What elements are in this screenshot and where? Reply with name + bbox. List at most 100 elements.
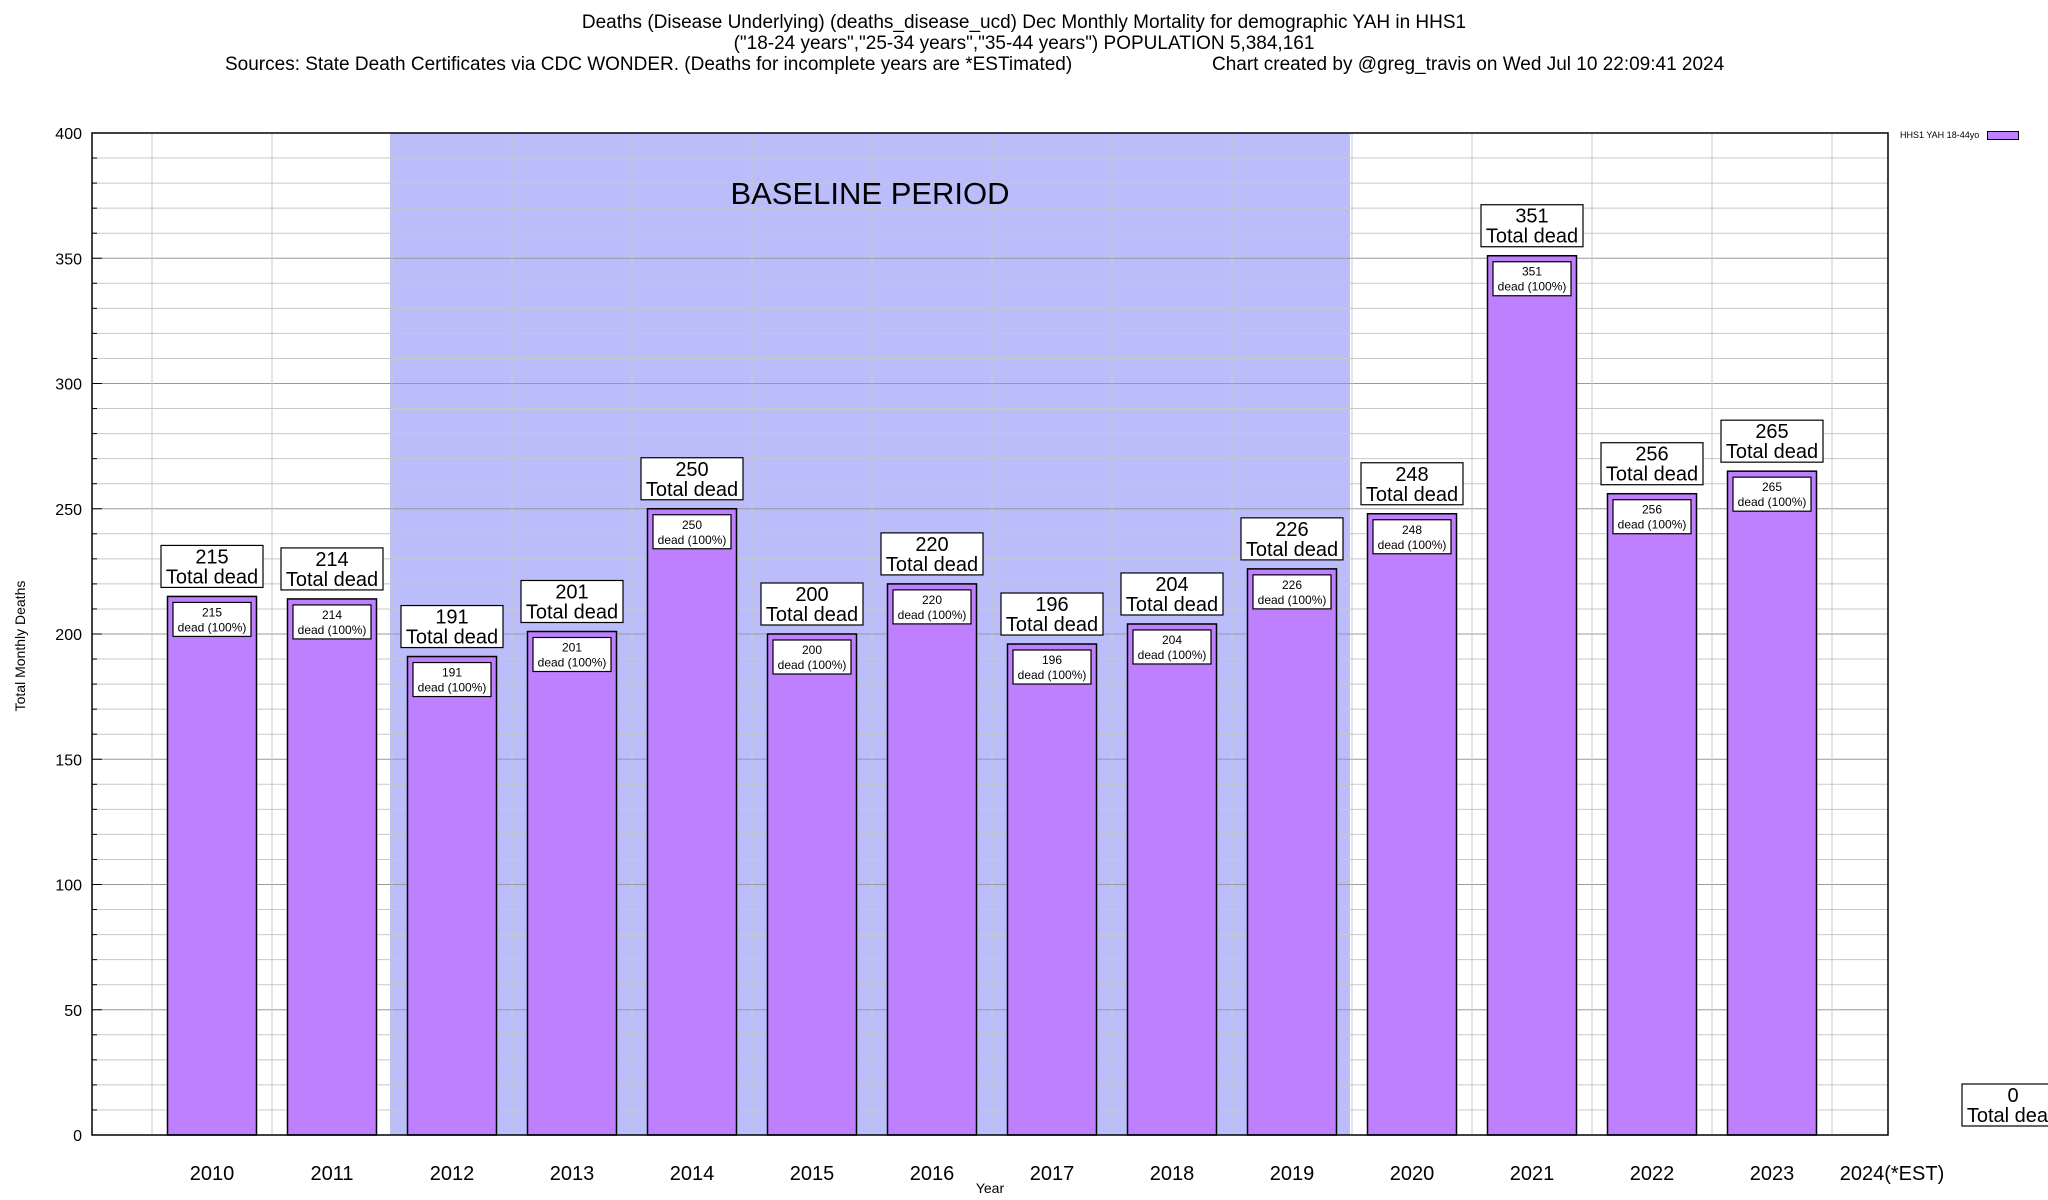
- inner-percent-label: dead (100%): [178, 620, 247, 634]
- total-label-box: [1240, 517, 1344, 561]
- inner-percent-label: dead (100%): [778, 658, 847, 672]
- inner-percent-label: dead (100%): [298, 623, 367, 637]
- total-label-box: [280, 547, 384, 591]
- total-dead-label: Total dead: [406, 627, 498, 649]
- inner-percent-label: dead (100%): [1738, 495, 1807, 509]
- inner-label-box: [892, 589, 972, 625]
- x-axis-label: Year: [975, 1180, 1005, 1196]
- inner-percent-label: dead (100%): [538, 655, 607, 669]
- inner-value-label: 256: [1642, 503, 1662, 517]
- total-dead-label: Total dead: [766, 604, 858, 626]
- total-label-box: [1480, 204, 1584, 248]
- total-value-label: 204: [1155, 574, 1188, 596]
- total-value-label: 214: [315, 549, 348, 571]
- inner-value-label: 196: [1042, 653, 1062, 667]
- x-tick-label: 2015: [790, 1163, 835, 1185]
- x-tick-label: 2024(*EST): [1840, 1163, 1945, 1185]
- total-value-label: 200: [795, 584, 828, 606]
- total-label-box: [520, 579, 624, 624]
- inner-value-label: 191: [442, 666, 462, 680]
- y-tick-label: 150: [55, 752, 82, 769]
- total-label-box: [400, 604, 504, 649]
- inner-value-label: 220: [922, 593, 942, 607]
- total-dead-label: Total dead: [1006, 614, 1098, 636]
- total-value-label: 201: [555, 581, 588, 603]
- bar: [286, 598, 378, 1136]
- inner-value-label: 351: [1522, 265, 1542, 279]
- total-value-label: 220: [915, 534, 948, 556]
- total-label-box: [1720, 419, 1824, 463]
- x-tick-label: 2021: [1510, 1163, 1555, 1185]
- legend-swatch: [1987, 130, 2020, 140]
- total-dead-label: Total dead: [1246, 539, 1338, 561]
- bar: [526, 630, 618, 1136]
- total-dead-label: Total dead: [1366, 484, 1458, 506]
- y-tick-label: 300: [55, 377, 82, 394]
- inner-value-label: 201: [562, 640, 582, 654]
- inner-value-label: 200: [802, 643, 822, 657]
- bar: [1486, 254, 1578, 1136]
- x-tick-label: 2016: [910, 1163, 955, 1185]
- inner-value-label: 215: [202, 605, 222, 619]
- total-label-box: [160, 544, 264, 589]
- inner-label-box: [1372, 519, 1452, 555]
- chart-credit: Chart created by @greg_travis on Wed Jul…: [1212, 54, 1725, 75]
- inner-percent-label: dead (100%): [658, 533, 727, 547]
- bar: [166, 595, 258, 1136]
- bar: [1126, 623, 1218, 1136]
- total-dead-label: Total dead: [886, 554, 978, 576]
- total-dead-label: Total dead: [1126, 594, 1218, 616]
- total-value-label: 256: [1635, 444, 1668, 466]
- inner-value-label: 248: [1402, 523, 1422, 537]
- bar: [766, 633, 858, 1136]
- bar: [1006, 643, 1098, 1136]
- total-label-box: [640, 457, 744, 501]
- inner-label-box: [1732, 476, 1812, 512]
- bar: [646, 508, 738, 1136]
- inner-label-box: [1012, 649, 1092, 685]
- inner-label-box: [412, 661, 492, 698]
- total-value-label: 196: [1035, 594, 1068, 616]
- x-tick-label: 2012: [430, 1163, 475, 1185]
- x-tick-label: 2018: [1150, 1163, 1195, 1185]
- x-tick-label: 2022: [1630, 1163, 1675, 1185]
- baseline-period-label: BASELINE PERIOD: [730, 176, 1009, 211]
- legend: HHS1 YAH 18-44yo: [1900, 130, 2020, 140]
- bar: [1606, 492, 1698, 1136]
- bar: [1246, 568, 1338, 1136]
- sources-note: Sources: State Death Certificates via CD…: [225, 54, 1073, 75]
- total-label-box: [1120, 572, 1224, 616]
- plot-frame: [91, 132, 1889, 1136]
- total-label-box: [760, 582, 864, 626]
- y-tick-label: 100: [55, 878, 82, 895]
- total-value-label: 0: [2007, 1085, 2018, 1107]
- bar: [1726, 470, 1818, 1136]
- y-axis-label: Total Monthly Deaths: [12, 580, 28, 712]
- x-tick-label: 2023: [1750, 1163, 1795, 1185]
- x-tick-label: 2013: [550, 1163, 595, 1185]
- y-tick-label: 50: [64, 1003, 82, 1020]
- total-dead-label: Total dead: [1486, 226, 1578, 248]
- inner-percent-label: dead (100%): [1498, 280, 1567, 294]
- x-tick-label: 2010: [190, 1163, 235, 1185]
- inner-label-box: [292, 604, 372, 640]
- total-dead-label: Total dead: [1726, 441, 1818, 463]
- inner-percent-label: dead (100%): [1138, 648, 1207, 662]
- inner-percent-label: dead (100%): [1018, 668, 1087, 682]
- y-tick-label: 0: [73, 1128, 82, 1145]
- y-tick-label: 350: [55, 251, 82, 268]
- total-label-box: [1000, 592, 1104, 636]
- total-value-label: 215: [195, 546, 228, 568]
- inner-percent-label: dead (100%): [1378, 538, 1447, 552]
- total-label-box: [1600, 442, 1704, 486]
- title-line-2: ("18-24 years","25-34 years","35-44 year…: [733, 33, 1315, 54]
- inner-label-box: [532, 636, 612, 673]
- x-tick-label: 2020: [1390, 1163, 1435, 1185]
- x-tick-label: 2011: [310, 1163, 353, 1185]
- total-value-label: 226: [1275, 519, 1308, 541]
- total-value-label: 248: [1395, 464, 1428, 486]
- total-value-label: 191: [435, 607, 468, 629]
- inner-value-label: 214: [322, 608, 342, 622]
- total-dead-label: Total dead: [526, 601, 618, 623]
